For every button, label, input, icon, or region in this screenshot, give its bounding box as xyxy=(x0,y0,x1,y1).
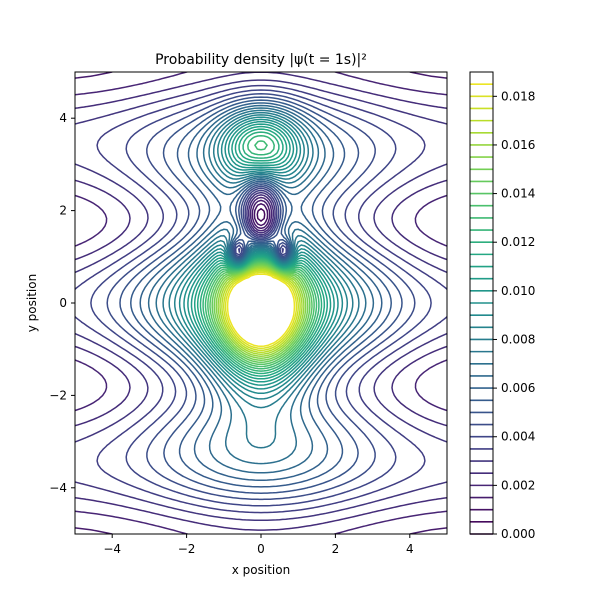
contour-level-4 xyxy=(75,72,447,531)
contour-level-0 xyxy=(256,208,266,222)
contour-level-36 xyxy=(226,273,296,348)
colorbar-tick-label: 0.016 xyxy=(501,138,535,152)
colorbar-tick-label: 0.018 xyxy=(501,89,535,103)
contour-level-24 xyxy=(202,134,320,372)
colorbar-tick-label: 0.004 xyxy=(501,430,535,444)
y-tick-label: −2 xyxy=(49,388,67,402)
x-tick-label: 2 xyxy=(332,542,340,556)
contour-level-25 xyxy=(204,140,318,370)
colorbar-tick-label: 0.008 xyxy=(501,332,535,346)
contour-level-3 xyxy=(75,72,447,534)
y-axis: −4 −2 0 2 4 xyxy=(49,111,75,495)
colorbar-tick-label: 0.002 xyxy=(501,478,535,492)
contour-level-35 xyxy=(224,271,298,350)
chart-title: Probability density |ψ(t = 1s)|² xyxy=(155,52,367,68)
x-tick-label: 4 xyxy=(406,542,414,556)
contour-level-10 xyxy=(130,99,392,488)
y-tick-label: 2 xyxy=(59,204,67,218)
y-axis-label: y position xyxy=(25,274,39,332)
contour-level-34 xyxy=(222,270,300,352)
contour-level-5 xyxy=(75,79,447,522)
y-tick-label: −4 xyxy=(49,481,67,495)
contour-level-19 xyxy=(187,120,335,386)
contour-level-7 xyxy=(90,89,432,507)
contour-level-13 xyxy=(155,107,367,465)
contour-level-28 xyxy=(211,262,311,364)
colorbar-tick-label: 0.010 xyxy=(501,284,535,298)
contour-level-2 xyxy=(75,72,447,534)
colorbar-tick-label: 0.000 xyxy=(501,527,535,541)
colorbar: 0.000 0.002 0.004 0.006 0.008 0.010 0.012 0.014… xyxy=(469,71,535,541)
contour-level-16 xyxy=(173,114,349,400)
x-tick-label: −4 xyxy=(103,542,121,556)
contour-level-14 xyxy=(162,109,360,449)
x-axis: −4 −2 0 2 4 xyxy=(103,534,414,556)
contour-level-12 xyxy=(147,104,375,474)
x-tick-label: −2 xyxy=(178,542,196,556)
colorbar-tick-label: 0.014 xyxy=(501,187,535,201)
contour-level-20 xyxy=(190,123,332,383)
contour-level-1 xyxy=(253,203,269,227)
x-axis-label: x position xyxy=(232,563,290,577)
contour-level-32 xyxy=(219,267,303,355)
contour-level-29 xyxy=(213,264,309,361)
contour-level-11 xyxy=(139,102,383,481)
contour-lines xyxy=(75,72,447,534)
contour-level-6 xyxy=(75,84,447,514)
y-tick-label: 4 xyxy=(59,111,67,125)
colorbar-tick-label: 0.012 xyxy=(501,235,535,249)
contour-level-9 xyxy=(119,96,403,494)
contour-level-18 xyxy=(183,118,339,390)
y-tick-label: 0 xyxy=(59,296,67,310)
contour-level-15 xyxy=(168,111,354,409)
contour-level-33 xyxy=(221,268,301,353)
contour-level-8 xyxy=(106,93,416,501)
colorbar-tick-label: 0.006 xyxy=(501,381,535,395)
contour-level-27 xyxy=(209,261,313,366)
contour-level-31 xyxy=(217,266,305,357)
x-tick-label: 0 xyxy=(257,542,265,556)
contour-level-30 xyxy=(215,265,307,359)
colorbar-frame xyxy=(469,71,494,535)
contour-level-26 xyxy=(207,260,315,368)
